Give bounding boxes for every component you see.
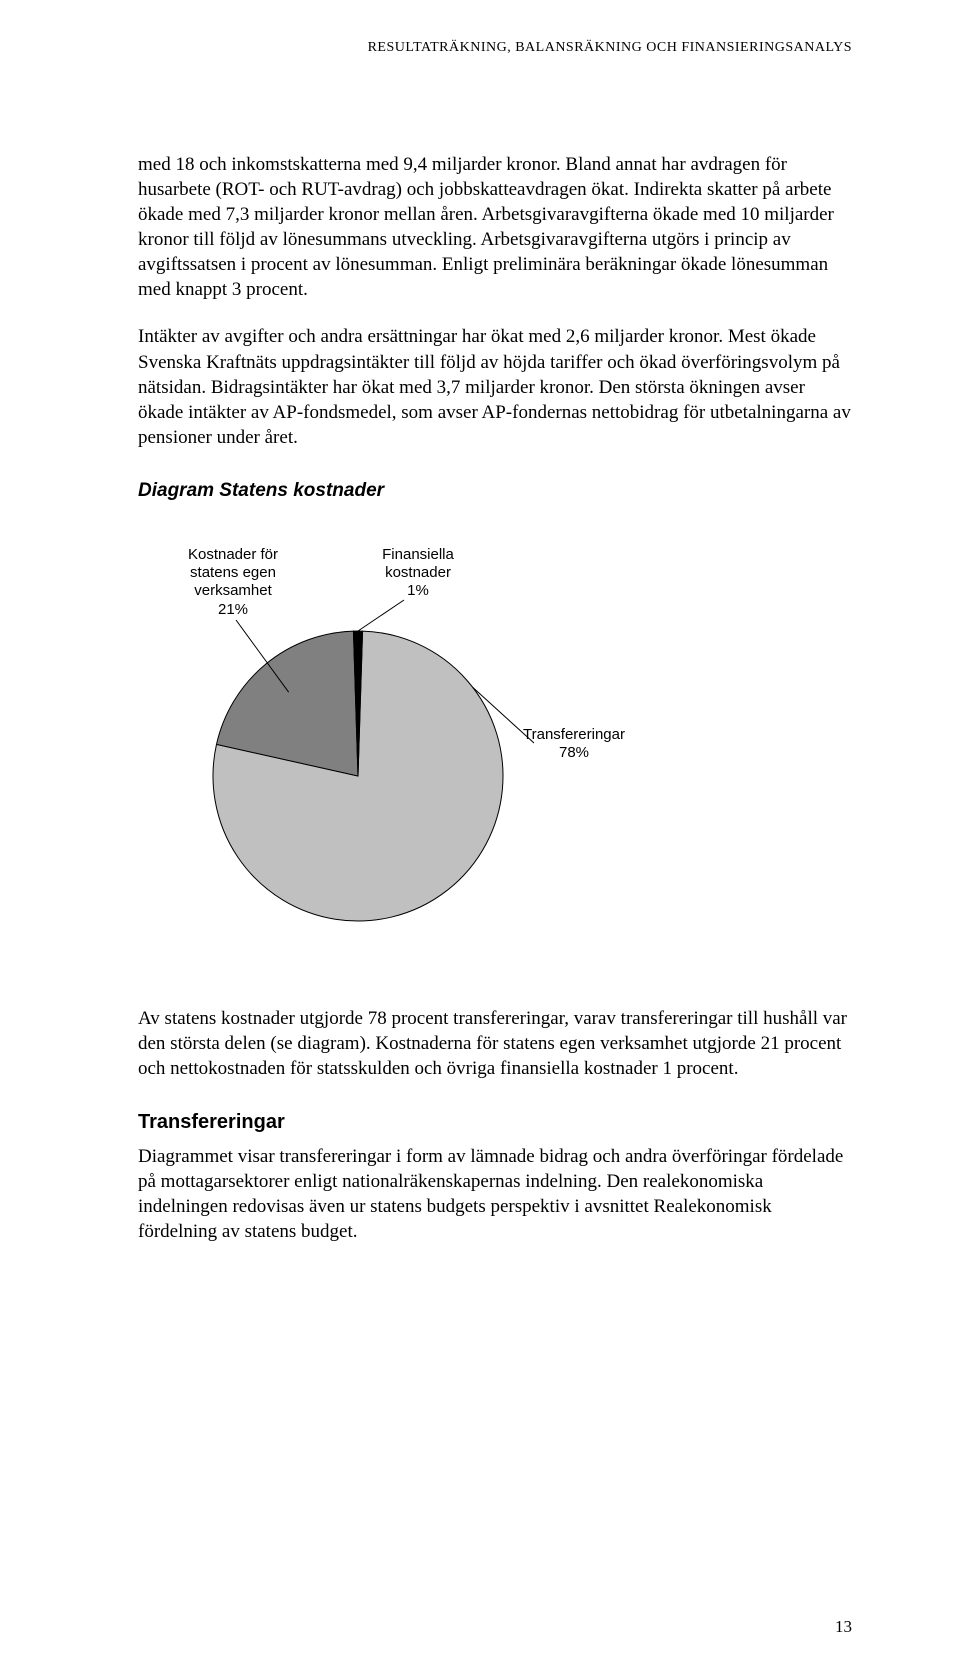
finans-line1: Finansiella bbox=[382, 546, 454, 563]
pie-label-kostnader: Kostnader för statens egen verksamhet 21… bbox=[168, 546, 298, 619]
page-number: 13 bbox=[835, 1617, 852, 1637]
chart-title: Diagram Statens kostnader bbox=[138, 480, 852, 502]
pie-label-finansiella: Finansiella kostnader 1% bbox=[368, 546, 468, 601]
paragraph-1: med 18 och inkomstskatterna med 9,4 milj… bbox=[138, 152, 852, 302]
pie-label-transfereringar: Transfereringar 78% bbox=[504, 726, 644, 763]
paragraph-2: Intäkter av avgifter och andra ersättnin… bbox=[138, 324, 852, 449]
paragraph-3: Av statens kostnader utgjorde 78 procent… bbox=[138, 1006, 852, 1081]
page-header: RESULTATRÄKNING, BALANSRÄKNING OCH FINAN… bbox=[138, 40, 852, 56]
subheading-transfereringar: Transfereringar bbox=[138, 1111, 852, 1134]
paragraph-4: Diagrammet visar transfereringar i form … bbox=[138, 1144, 852, 1244]
pie-chart: Kostnader för statens egen verksamhet 21… bbox=[158, 546, 638, 926]
transfer-line2: 78% bbox=[559, 744, 589, 761]
kostnader-line3: verksamhet bbox=[194, 582, 272, 599]
finans-line2: kostnader bbox=[385, 564, 451, 581]
finans-line3: 1% bbox=[407, 582, 429, 599]
transfer-line1: Transfereringar bbox=[523, 726, 625, 743]
kostnader-line1: Kostnader för bbox=[188, 546, 278, 563]
kostnader-line2: statens egen bbox=[190, 564, 276, 581]
kostnader-line4: 21% bbox=[218, 601, 248, 618]
